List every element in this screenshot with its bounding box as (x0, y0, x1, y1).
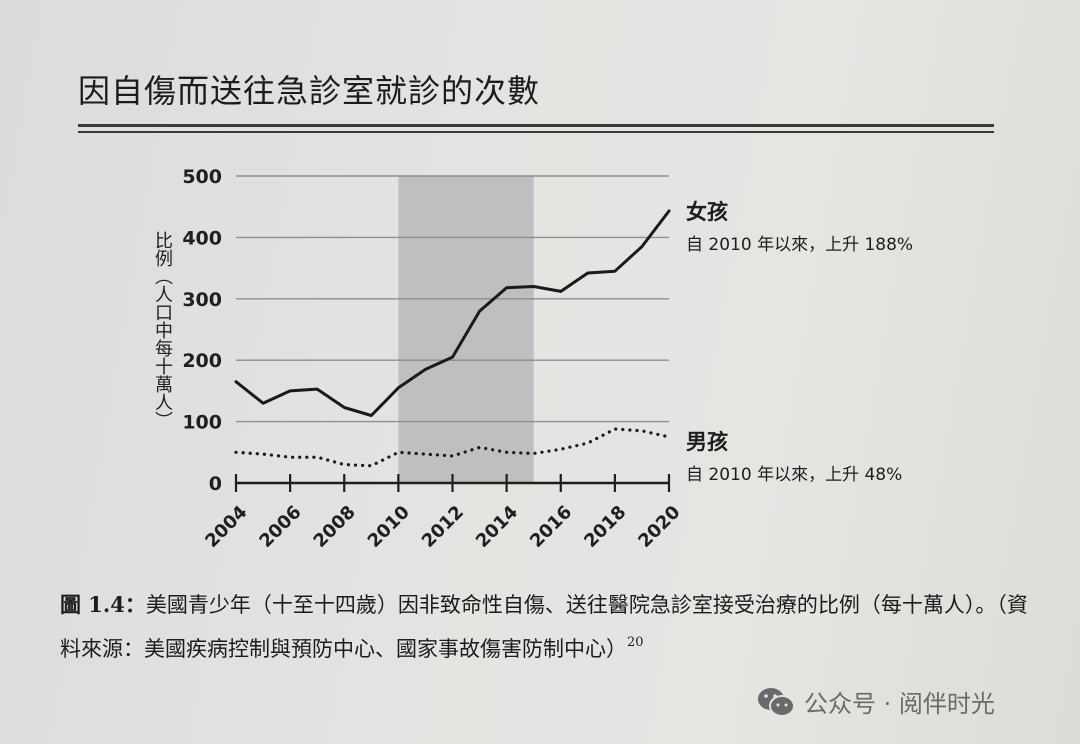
caption-text: 美國青少年（十至十四歲）因非致命性自傷、送往醫院急診室接受治療的比例（每十萬人）… (60, 593, 1028, 661)
x-tick-label: 2012 (418, 502, 468, 552)
legend-girls-name: 女孩 (686, 200, 728, 224)
shaded-region (398, 176, 534, 483)
legend-boys-annotation: 自 2010 年以來，上升 48% (686, 465, 903, 485)
x-tick-label: 2016 (526, 502, 576, 552)
x-tick-label: 2018 (580, 502, 630, 552)
y-tick-label: 500 (182, 166, 222, 188)
gridlines (236, 175, 669, 423)
y-tick-label: 0 (209, 473, 222, 495)
y-tick-label: 100 (182, 412, 222, 434)
title-rule-thin (78, 131, 994, 133)
x-tick-label: 2020 (634, 502, 684, 552)
figure-label: 圖 1.4： (60, 592, 146, 617)
y-axis-ticks: 0 100 200 300 400 500 (182, 166, 222, 495)
x-tick-label: 2006 (255, 502, 305, 552)
y-axis-label: 比例（人口中每十萬人） (152, 231, 173, 429)
legend-boys-name: 男孩 (686, 430, 728, 454)
boys-line (234, 427, 671, 468)
watermark: 公众号 · 阅伴时光 (756, 684, 995, 719)
data-series (234, 209, 671, 468)
legend-girls: 女孩 自 2010 年以來，上升 188% (686, 196, 913, 255)
legend-boys: 男孩 自 2010 年以來，上升 48% (686, 426, 902, 485)
x-tick-label: 2008 (310, 502, 360, 552)
wechat-icon (758, 687, 795, 717)
x-axis: 2004 2006 2008 2010 2012 2014 2016 2018 2020 (201, 474, 685, 552)
page-title: 因自傷而送往急診室就診的次數 (78, 72, 541, 110)
footnote-ref: 20 (627, 635, 644, 650)
figure-caption: 圖 1.4：美國青少年（十至十四歲）因非致命性自傷、送往醫院急診室接受治療的比例… (60, 586, 1040, 668)
y-tick-label: 300 (182, 289, 222, 311)
title-rule-thick (78, 124, 994, 127)
y-tick-label: 200 (182, 350, 222, 372)
x-tick-label: 2010 (364, 502, 414, 552)
x-tick-label: 2004 (201, 502, 251, 552)
girls-line (234, 209, 671, 417)
x-tick-label: 2014 (472, 502, 522, 552)
legend-girls-annotation: 自 2010 年以來，上升 188% (686, 235, 914, 255)
watermark-text: 公众号 · 阅伴时光 (804, 690, 995, 718)
y-tick-label: 400 (182, 227, 222, 249)
shaded-band (398, 176, 534, 483)
